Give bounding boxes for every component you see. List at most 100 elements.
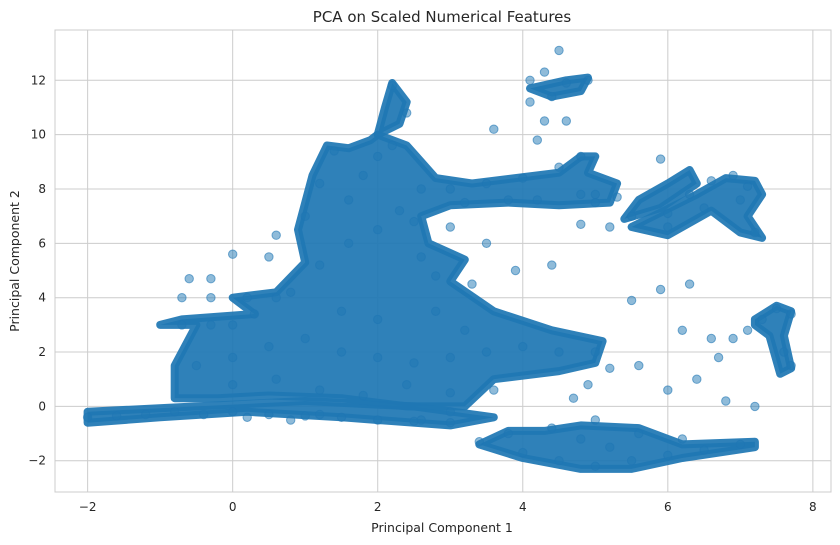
scatter-point — [300, 333, 310, 344]
scatter-point — [445, 388, 455, 398]
scatter-point — [539, 67, 550, 77]
scatter-point — [264, 252, 274, 262]
scatter-point — [735, 195, 745, 205]
scatter-point — [626, 211, 637, 221]
scatter-point — [336, 306, 347, 316]
y-tick-label: 6 — [38, 236, 46, 250]
scatter-point — [605, 363, 615, 373]
scatter-point — [663, 450, 673, 460]
scatter-point — [561, 116, 571, 126]
y-tick-label: 10 — [31, 128, 46, 142]
scatter-point — [329, 146, 339, 156]
scatter-point — [605, 442, 615, 452]
scatter-point — [286, 287, 296, 297]
scatter-point — [713, 352, 724, 363]
scatter-point — [431, 306, 441, 316]
scatter-point — [590, 461, 600, 471]
scatter-point — [431, 271, 441, 281]
dense-point-region — [475, 421, 759, 473]
y-tick-labels: −2 0 2 4 6 8 10 12 — [28, 73, 46, 467]
scatter-point — [532, 135, 542, 145]
scatter-point — [184, 274, 194, 284]
scatter-point — [474, 437, 484, 447]
scatter-point — [779, 347, 789, 357]
scatter-point — [271, 374, 281, 384]
scatter-point — [692, 374, 702, 384]
scatter-point — [373, 415, 383, 425]
x-tick-label: 6 — [664, 500, 672, 514]
scatter-point — [271, 293, 281, 303]
scatter-point — [576, 151, 586, 162]
x-tick-label: −2 — [79, 500, 97, 514]
scatter-point — [699, 445, 709, 455]
scatter-point — [242, 412, 252, 422]
scatter-point — [82, 412, 93, 422]
scatter-point — [510, 265, 521, 276]
scatter-point — [590, 197, 600, 208]
scatter-point — [532, 195, 542, 205]
scatter-point — [655, 154, 666, 164]
scatter-point — [655, 284, 666, 295]
scatter-point — [626, 295, 637, 306]
scatter-point — [206, 293, 216, 303]
scatter-point — [228, 380, 238, 390]
scatter-point — [481, 178, 492, 189]
scatter-point — [590, 415, 600, 425]
scatter-point — [742, 181, 753, 192]
scatter-point — [568, 393, 579, 403]
y-tick-label: 0 — [38, 399, 46, 413]
scatter-point — [518, 447, 528, 458]
scatter-point — [460, 197, 470, 208]
scatter-point — [358, 170, 368, 181]
x-tick-label: 2 — [374, 500, 382, 514]
scatter-point — [547, 91, 557, 102]
plot-frame — [54, 29, 832, 493]
scatter-point — [409, 216, 419, 227]
x-tick-label: 4 — [519, 500, 527, 514]
scatter-point — [503, 195, 513, 205]
scatter-point — [286, 415, 296, 425]
scatter-point — [518, 341, 528, 352]
scatter-point — [634, 360, 644, 371]
scatter-point — [409, 358, 419, 368]
scatter-point — [242, 293, 252, 303]
scatter-point — [525, 75, 535, 86]
x-tick-label: 8 — [809, 500, 817, 514]
scatter-point — [634, 428, 644, 439]
scatter-point — [489, 124, 499, 134]
scatter-point — [771, 303, 782, 314]
scatter-point — [402, 380, 412, 390]
scatter-point — [467, 279, 477, 289]
scatter-point — [547, 260, 557, 270]
scatter-point — [684, 279, 695, 289]
scatter-point — [315, 260, 325, 270]
scatter-point — [728, 333, 738, 344]
scatter-point — [663, 385, 673, 395]
scatter-point — [170, 407, 180, 417]
scatter-point — [489, 385, 499, 395]
scatter-point — [228, 352, 238, 363]
dense-point-region — [627, 174, 767, 242]
scatter-point — [402, 108, 412, 118]
y-axis-label: Principal Component 2 — [7, 190, 22, 332]
scatter-point — [373, 225, 383, 235]
scatter-point — [445, 418, 455, 428]
scatter-point — [111, 411, 122, 421]
scatter-point — [626, 456, 637, 466]
scatter-point — [336, 347, 347, 357]
scatter-point — [554, 45, 564, 56]
y-tick-label: −2 — [28, 454, 46, 468]
scatter-point — [300, 411, 310, 421]
scatter-point — [583, 75, 593, 86]
scatter-point — [445, 184, 455, 194]
scatter-point — [742, 325, 753, 335]
scatter-point — [518, 173, 528, 183]
scatter-point — [315, 178, 325, 189]
scatter-point — [735, 439, 745, 450]
scatter-point — [315, 409, 325, 420]
y-tick-label: 12 — [31, 73, 46, 87]
scatter-point — [228, 249, 238, 259]
scatter-point — [460, 325, 470, 335]
scatter-point — [315, 385, 325, 395]
